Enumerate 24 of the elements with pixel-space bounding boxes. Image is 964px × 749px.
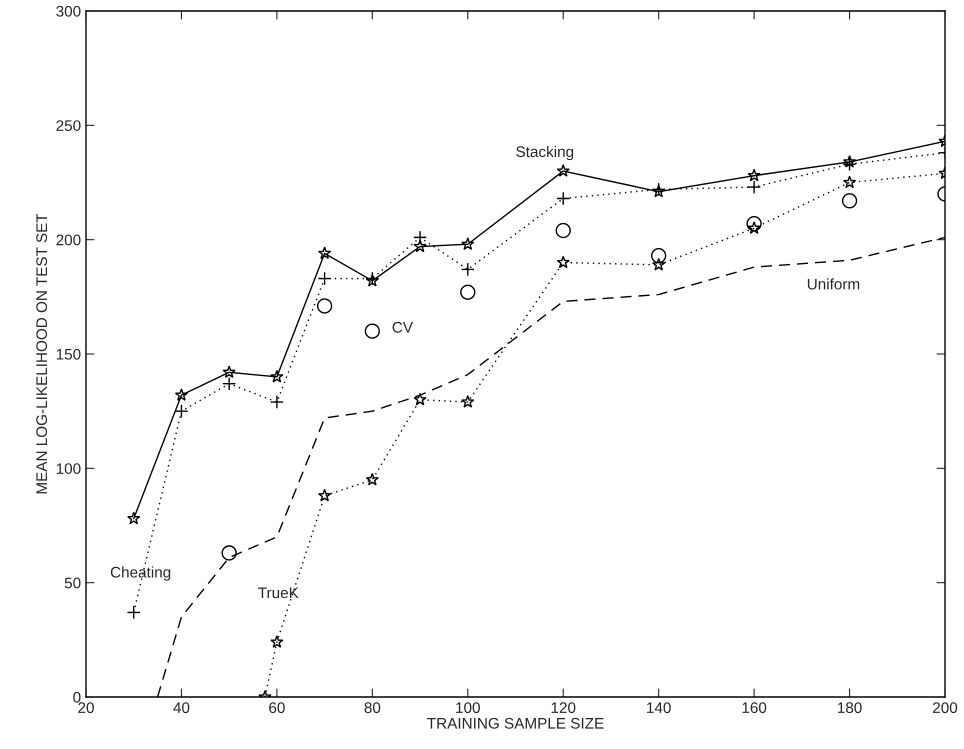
y-tick-label: 200 bbox=[56, 234, 81, 246]
y-tick-label: 250 bbox=[56, 120, 81, 132]
x-tick-label: 200 bbox=[933, 702, 958, 714]
y-tick-label: 0 bbox=[73, 692, 81, 703]
x-tick-label: 80 bbox=[364, 702, 380, 714]
x-axis-title: TRAINING SAMPLE SIZE bbox=[427, 718, 604, 729]
x-tick-label: 60 bbox=[269, 702, 285, 714]
y-tick-label: 150 bbox=[56, 348, 81, 360]
y-axis-title: MEAN LOG-LIKELIHOOD ON TEST SET bbox=[36, 214, 48, 494]
x-tick-label: 160 bbox=[742, 702, 766, 714]
x-tick-label: 20 bbox=[78, 702, 94, 714]
y-tick-label: 50 bbox=[64, 578, 81, 588]
x-tick-label: 100 bbox=[456, 702, 480, 714]
x-tick-label: 40 bbox=[173, 702, 190, 714]
series-label: CV bbox=[392, 322, 413, 333]
x-tick-label: 120 bbox=[552, 702, 576, 714]
series-label: TrueK bbox=[258, 588, 299, 598]
series-label: Stacking bbox=[516, 146, 574, 160]
series-label: Uniform bbox=[808, 278, 860, 290]
series-label: Cheating bbox=[110, 566, 170, 581]
y-tick-label: 100 bbox=[56, 463, 81, 474]
x-tick-label: 180 bbox=[838, 702, 862, 714]
y-tick-label: 300 bbox=[56, 6, 81, 17]
x-tick-label: 140 bbox=[647, 702, 671, 714]
